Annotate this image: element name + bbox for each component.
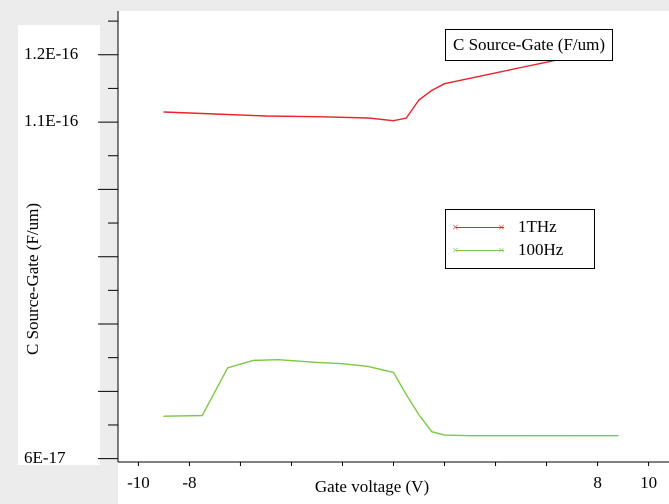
data-point-100hz	[571, 435, 573, 437]
data-point-100hz	[431, 431, 433, 433]
legend-entry-100hz: × × 100Hz	[446, 240, 594, 260]
data-point-100hz	[278, 359, 280, 361]
x-tick-label-10: 10	[640, 473, 658, 492]
data-point-1thz	[418, 99, 420, 101]
data-point-100hz	[341, 363, 344, 365]
data-point-100hz	[469, 435, 471, 437]
data-point-1thz	[545, 61, 548, 63]
data-point-1thz	[163, 111, 165, 113]
legend-marker-100hz-left: ×	[452, 243, 459, 257]
data-point-100hz	[227, 367, 229, 369]
legend-label-100hz: 100Hz	[518, 240, 564, 259]
data-point-100hz	[405, 394, 407, 396]
series-line-100hz	[163, 358, 618, 437]
data-point-100hz	[367, 365, 369, 368]
chart-title: C Source-Gate (F/um)	[445, 29, 614, 61]
x-tick-label-neg8: -8	[182, 473, 197, 492]
legend-swatch-1thz	[456, 227, 504, 228]
y-tick-label-high: 1.2E-16	[24, 43, 79, 63]
data-point-100hz	[316, 361, 318, 363]
legend-entry-1thz: × × 1THz	[446, 217, 594, 237]
data-point-1thz	[392, 120, 395, 122]
data-point-1thz	[469, 77, 471, 79]
y-axis-panel	[18, 25, 100, 465]
x-tick-label-neg10: -10	[127, 473, 150, 492]
legend-label-1thz: 1THz	[518, 217, 557, 236]
data-point-1thz	[520, 66, 522, 69]
legend: × × 1THz × × 100Hz	[445, 209, 595, 269]
data-point-1thz	[431, 89, 433, 92]
y-tick-label-mid: 1.1E-16	[24, 111, 79, 131]
legend-marker-1thz-left: ×	[452, 220, 459, 234]
y-tick-label-low: 6E-17	[24, 447, 66, 467]
x-axis-panel	[118, 462, 669, 504]
data-point-1thz	[316, 116, 318, 118]
x-tick-label-8: 8	[593, 473, 602, 492]
data-point-100hz	[201, 414, 203, 417]
data-point-100hz	[520, 435, 522, 437]
legend-marker-100hz-right: ×	[498, 243, 505, 257]
data-point-1thz	[405, 117, 407, 119]
legend-swatch-100hz	[456, 250, 504, 251]
data-point-100hz	[252, 359, 254, 361]
data-point-100hz	[392, 371, 395, 374]
data-point-1thz	[265, 115, 267, 117]
legend-marker-1thz-right: ×	[498, 220, 505, 234]
data-point-1thz	[214, 113, 216, 115]
data-point-100hz	[443, 434, 446, 436]
data-point-100hz	[163, 415, 165, 417]
x-axis-title: Gate voltage (V)	[314, 477, 430, 496]
y-axis-title: C Source-Gate (F/um)	[23, 202, 42, 356]
data-point-1thz	[443, 83, 446, 85]
data-point-100hz	[617, 435, 619, 437]
data-point-1thz	[494, 72, 497, 74]
data-point-1thz	[367, 117, 369, 119]
data-point-100hz	[418, 414, 420, 416]
data-point-100hz	[596, 435, 599, 437]
